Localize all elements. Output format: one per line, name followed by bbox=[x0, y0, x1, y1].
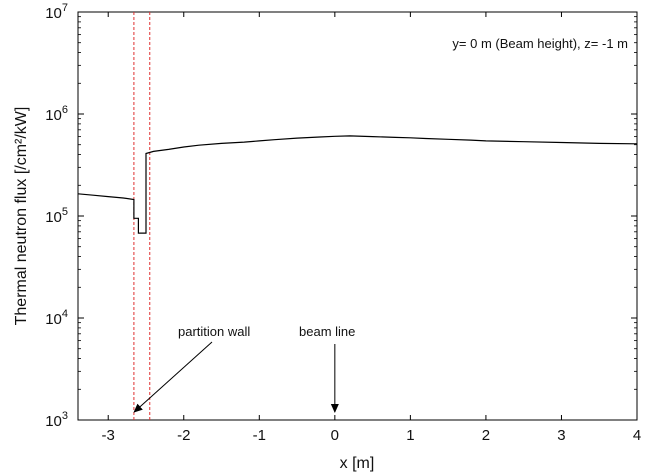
y-axis-label: Thermal neutron flux [/cm²/kW] bbox=[13, 107, 30, 326]
partition-wall-annotation: partition wall bbox=[178, 324, 250, 339]
y-tick-label: 103 bbox=[45, 410, 68, 430]
partition-wall-arrow bbox=[133, 341, 213, 413]
x-tick-label: 0 bbox=[331, 427, 339, 444]
y-tick-label: 104 bbox=[45, 308, 68, 328]
beam-line-annotation: beam line bbox=[299, 324, 355, 339]
y-tick-label: 107 bbox=[45, 2, 68, 22]
plot-area bbox=[77, 11, 638, 421]
y-tick-label: 105 bbox=[45, 206, 68, 226]
flux-series-line bbox=[77, 135, 638, 234]
ticks-layer: -3 -2 -1 0 1 2 3 4 103 104 105 106 107 bbox=[45, 2, 641, 444]
x-tick-label: 4 bbox=[633, 427, 641, 444]
marks-layer bbox=[77, 12, 638, 420]
x-tick-label: -1 bbox=[253, 427, 266, 444]
x-tick-label: 2 bbox=[482, 427, 490, 444]
x-tick-label: 3 bbox=[557, 427, 565, 444]
x-tick-label: 1 bbox=[406, 427, 414, 444]
condition-annotation: y= 0 m (Beam height), z= -1 m bbox=[452, 36, 628, 51]
x-tick-label: -2 bbox=[177, 427, 190, 444]
x-axis-label: x [m] bbox=[340, 455, 375, 472]
y-tick-label: 106 bbox=[45, 104, 68, 124]
x-tick-label: -3 bbox=[102, 427, 115, 444]
